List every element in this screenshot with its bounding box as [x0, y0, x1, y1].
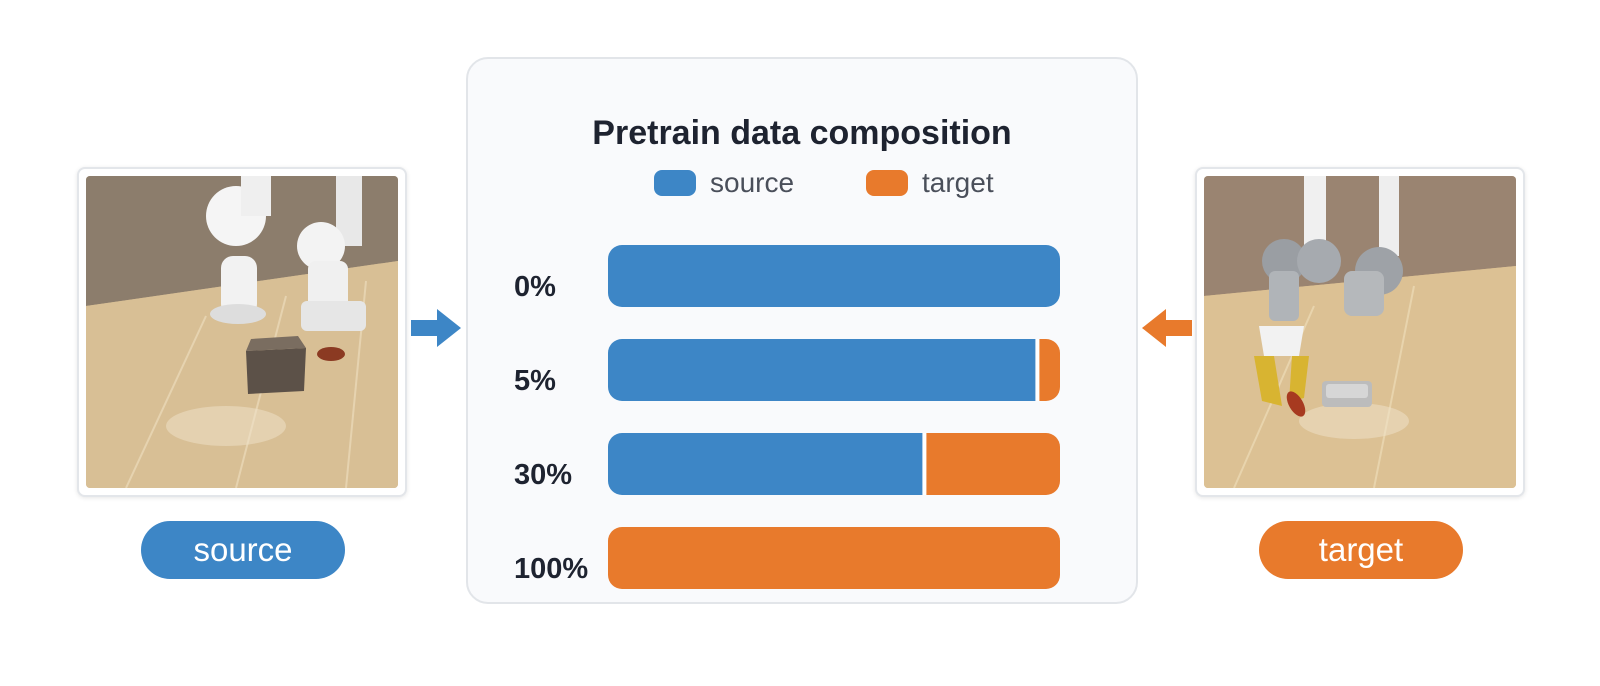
- bar-target-2: [924, 433, 1060, 495]
- legend-swatch-source: [654, 170, 696, 196]
- bar-source-2: [608, 433, 925, 495]
- target-image-frame: [1195, 167, 1525, 497]
- bar-row-0: [608, 245, 1060, 307]
- chart-title: Pretrain data composition: [592, 114, 1011, 152]
- bar-source-1: [608, 339, 1038, 401]
- target-pill-label: target: [1259, 521, 1463, 579]
- bar-row-3: [608, 527, 1060, 589]
- chart-panel: Pretrain data composition source target 0…: [466, 57, 1138, 604]
- row-label-3: 100%: [514, 553, 588, 585]
- source-robot-image: [86, 176, 398, 488]
- bar-row-2: [608, 433, 1060, 495]
- legend-label-target: target: [922, 167, 994, 198]
- legend-swatch-target: [866, 170, 908, 196]
- row-label-0: 0%: [514, 271, 556, 303]
- target-pill-text: target: [1318, 531, 1404, 568]
- chart-legend: source target: [654, 167, 994, 198]
- composition-chart: Pretrain data composition source target 0…: [514, 114, 1060, 589]
- bar-separator-1: [1035, 339, 1040, 401]
- bar-separator-2: [922, 433, 927, 495]
- bar-row-1: [608, 339, 1060, 401]
- right-arrow-icon: [411, 309, 461, 347]
- bar-source-0: [608, 245, 1060, 307]
- source-pill-label: source: [141, 521, 345, 579]
- chart-bars: 0% 5% 30% 100%: [514, 245, 1060, 589]
- row-label-2: 30%: [514, 459, 572, 491]
- bar-target-1: [1037, 339, 1060, 401]
- bar-target-3: [608, 527, 1060, 589]
- source-image-frame: [77, 167, 407, 497]
- row-label-1: 5%: [514, 365, 556, 397]
- legend-label-source: source: [710, 167, 794, 198]
- source-pill-text: source: [193, 531, 293, 568]
- left-arrow-icon: [1142, 309, 1192, 347]
- target-robot-image: [1204, 176, 1516, 488]
